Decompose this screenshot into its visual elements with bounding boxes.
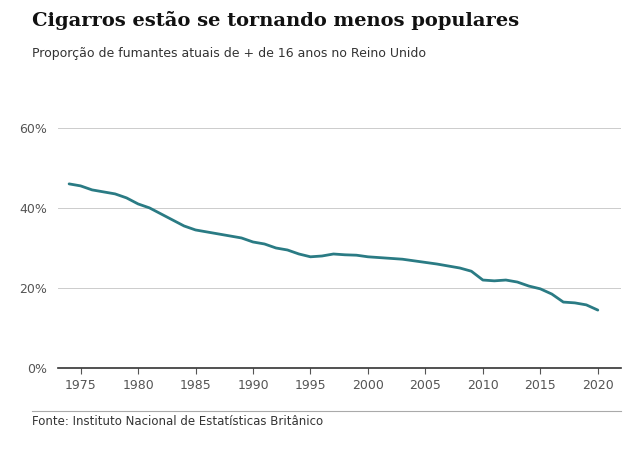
Text: Proporção de fumantes atuais de + de 16 anos no Reino Unido: Proporção de fumantes atuais de + de 16 … (32, 47, 426, 60)
Text: C: C (617, 423, 626, 435)
Text: B: B (563, 423, 572, 435)
Text: B: B (590, 423, 599, 435)
Text: Cigarros estão se tornando menos populares: Cigarros estão se tornando menos popular… (32, 11, 519, 30)
Text: Fonte: Instituto Nacional de Estatísticas Britânico: Fonte: Instituto Nacional de Estatística… (32, 415, 323, 428)
